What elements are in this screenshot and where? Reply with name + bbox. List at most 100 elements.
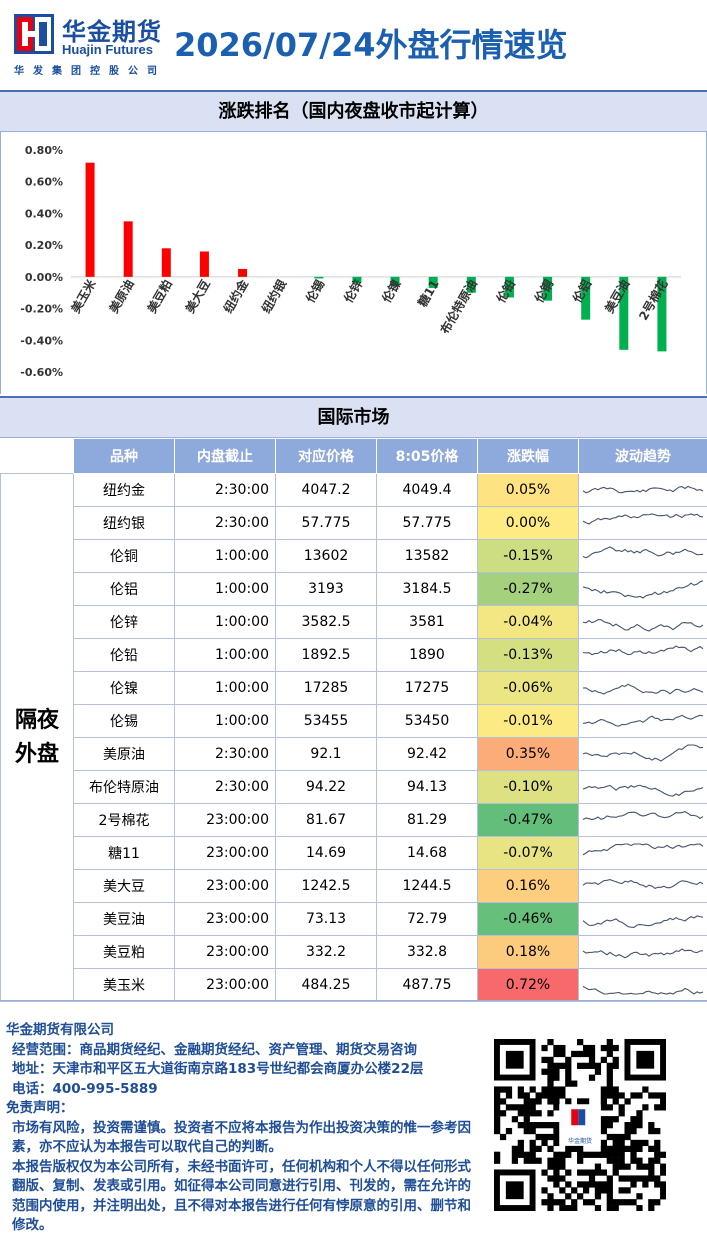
report-header: 华金期货 Huajin Futures 华发集团控股公司 2026/07/24外…	[0, 0, 707, 88]
qr-module	[612, 1056, 619, 1064]
qr-module	[630, 1127, 637, 1135]
qr-module	[565, 1062, 572, 1069]
qr-module	[600, 1181, 607, 1188]
cell-price: 81.67	[275, 803, 377, 837]
qr-module	[624, 1145, 631, 1152]
bar	[199, 251, 209, 277]
qr-module	[624, 1187, 631, 1194]
qr-module	[660, 1169, 666, 1176]
qr-module	[529, 1145, 536, 1152]
cell-price: 73.13	[275, 902, 377, 936]
page-title: 2026/07/24外盘行情速览	[174, 26, 568, 64]
cell-price805: 17275	[376, 671, 478, 705]
cell-cutoff: 2:30:00	[174, 770, 276, 804]
qr-module	[547, 1122, 554, 1129]
qr-module	[600, 1139, 607, 1147]
qr-module	[529, 1104, 536, 1111]
bar	[619, 276, 629, 350]
qr-module	[642, 1175, 649, 1182]
qr-module	[547, 1086, 554, 1093]
sparkline	[582, 948, 704, 959]
qr-module	[642, 1086, 649, 1093]
cell-name: 美大豆	[73, 869, 175, 903]
disclaimer-text-1: 市场有风险，投资需谨慎。投资者不应将本报告为作出投资决策的惟一参考因素，亦不应认…	[12, 1119, 471, 1156]
qr-module	[553, 1122, 560, 1129]
sparkline	[582, 714, 704, 727]
sparkline	[582, 580, 704, 599]
cell-change: -0.27%	[477, 572, 579, 606]
cell-price805: 487.75	[376, 968, 478, 1002]
market-table: 品种 内盘截止 对应价格 8:05价格 涨跌幅 波动趋势 隔夜 外盘 纽约金 2:30…	[0, 438, 707, 1002]
qr-module	[553, 1127, 560, 1135]
cell-price805: 13582	[376, 539, 478, 573]
cell-cutoff: 2:30:00	[174, 506, 276, 540]
qr-module	[642, 1181, 649, 1188]
qr-module	[541, 1199, 548, 1206]
qr-module	[523, 1104, 530, 1111]
qr-module	[547, 1163, 554, 1170]
qr-module	[565, 1145, 572, 1152]
qr-module	[565, 1074, 572, 1081]
qr-module	[535, 1122, 542, 1129]
qr-module	[559, 1163, 566, 1170]
logo-english-name: Huajin Futures	[62, 42, 154, 57]
qr-module	[636, 1175, 643, 1182]
x-tick-label: 伦铅	[493, 277, 518, 305]
qr-module	[577, 1181, 584, 1188]
qr-module	[577, 1050, 584, 1058]
group-label-line-1: 隔夜	[14, 707, 59, 733]
sparkline	[582, 879, 704, 890]
sparkline-path	[582, 645, 704, 656]
cell-name: 纽约银	[73, 506, 175, 540]
qr-module	[523, 1110, 530, 1117]
qr-module	[600, 1169, 607, 1176]
cell-name: 伦铅	[73, 638, 175, 672]
qr-module	[577, 1193, 584, 1200]
qr-module	[565, 1151, 572, 1158]
qr-module	[505, 1104, 513, 1111]
qr-module	[494, 1151, 501, 1158]
cell-price: 57.775	[275, 506, 377, 540]
cell-price805: 3184.5	[376, 572, 478, 606]
qr-module	[559, 1092, 566, 1099]
col-header-trend: 波动趋势	[578, 438, 707, 474]
sparkline-path	[582, 948, 704, 959]
qr-module	[494, 1098, 501, 1105]
cell-change: -0.06%	[477, 671, 579, 705]
x-tick-label: 美原油	[106, 277, 137, 316]
qr-module	[636, 1163, 643, 1170]
cell-change: 0.00%	[477, 506, 579, 540]
qr-module	[624, 1098, 631, 1105]
qr-logo-text: 华金期货	[568, 1137, 592, 1145]
x-tick-label: 纽约金	[220, 276, 251, 316]
qr-module	[553, 1199, 560, 1206]
bar	[352, 276, 362, 284]
qr-module	[594, 1068, 602, 1075]
qr-module	[517, 1104, 524, 1111]
cell-cutoff: 23:00:00	[174, 803, 276, 837]
y-tick-label: 0.00%	[25, 271, 63, 284]
qr-module	[606, 1151, 613, 1158]
qr-module	[499, 1098, 507, 1105]
x-tick-label: 布伦特原油	[437, 277, 480, 336]
cell-price805: 92.42	[376, 737, 478, 771]
qr-module	[535, 1145, 542, 1152]
qr-module	[553, 1092, 560, 1099]
company-logo-icon	[14, 14, 54, 54]
x-tick-label: 美豆粕	[144, 277, 175, 316]
qr-module	[600, 1098, 607, 1105]
qr-module	[588, 1074, 596, 1081]
cell-price805: 94.13	[376, 770, 478, 804]
qr-module	[547, 1205, 554, 1211]
qr-module	[571, 1199, 578, 1206]
qr-module	[553, 1139, 560, 1147]
qr-module	[553, 1062, 560, 1069]
cell-price: 332.2	[275, 935, 377, 969]
qr-module	[529, 1086, 536, 1093]
cell-price805: 81.29	[376, 803, 478, 837]
qr-module	[523, 1122, 530, 1129]
qr-module	[648, 1169, 655, 1176]
qr-module	[606, 1133, 613, 1141]
qr-module	[565, 1205, 572, 1211]
sparkline-path	[582, 683, 704, 695]
